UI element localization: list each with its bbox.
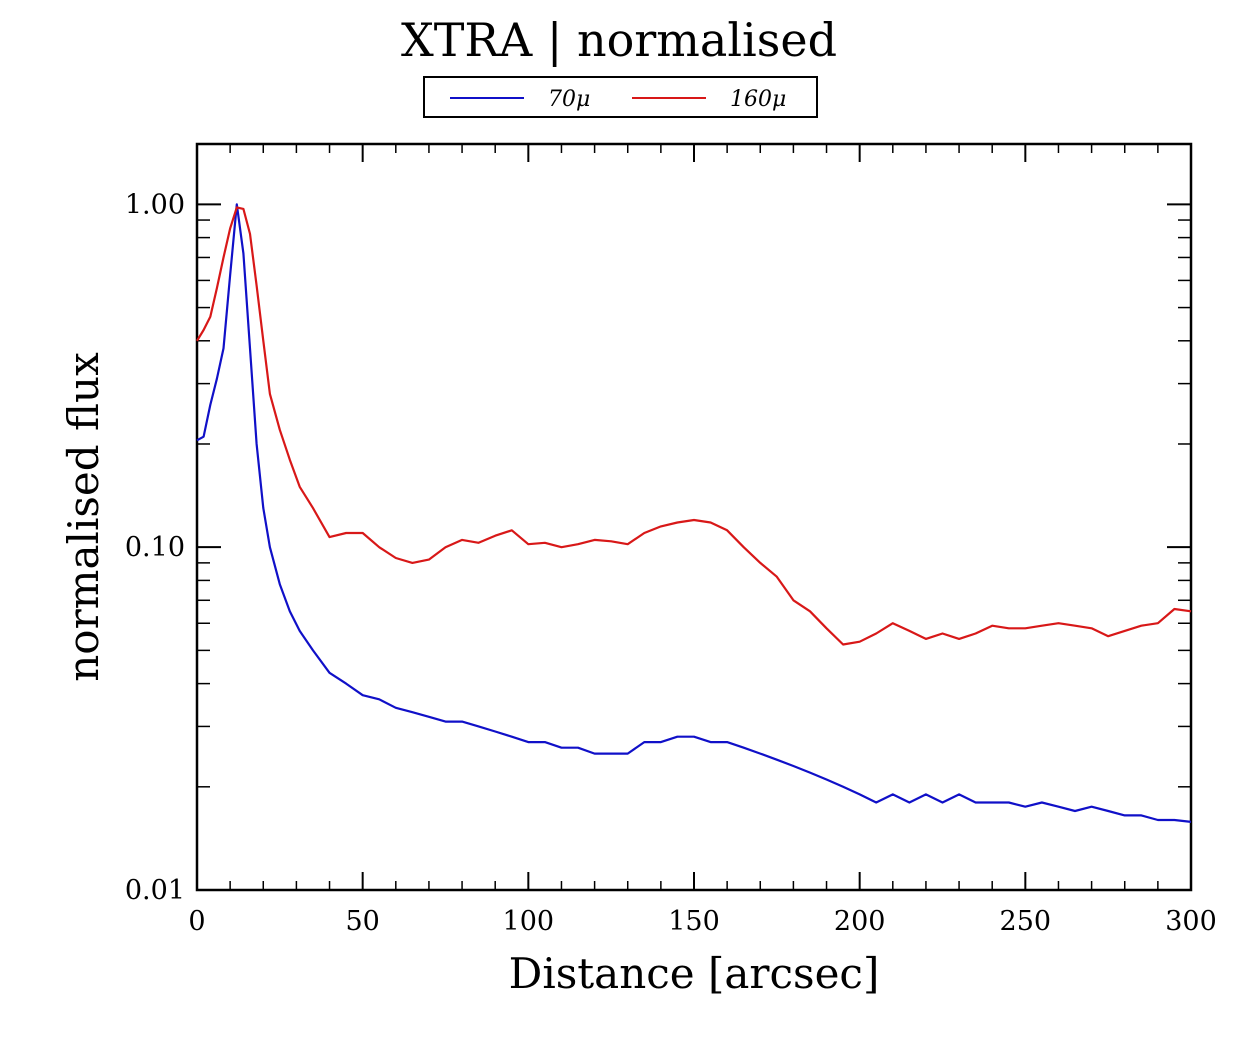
x-tick-label: 200	[834, 906, 886, 937]
y-tick-label: 1.00	[125, 189, 185, 220]
series-line-70	[196, 203, 1192, 823]
y-tick-labels: 0.01 0.10 1.00	[125, 189, 185, 906]
plot-frame	[195, 142, 1193, 892]
x-tick-label: 250	[1000, 906, 1052, 937]
x-tick-labels: 0 50 100 150 200 250 300	[188, 906, 1216, 937]
series-line-160	[196, 206, 1192, 646]
y-tick-label: 0.01	[125, 875, 185, 906]
x-tick-label: 100	[503, 906, 555, 937]
y-tick-label: 0.10	[125, 532, 185, 563]
x-axis-label: Distance [arcsec]	[509, 949, 880, 998]
series-lines	[196, 203, 1192, 823]
x-tick-label: 0	[188, 906, 205, 937]
legend: 70μ 160μ	[423, 76, 818, 118]
chart-title: XTRA | normalised	[401, 13, 837, 67]
axis-ticks	[196, 144, 1192, 891]
x-tick-label: 300	[1165, 906, 1217, 937]
legend-label-70: 70μ	[548, 87, 590, 112]
x-tick-label: 150	[668, 906, 720, 937]
x-tick-label: 50	[345, 906, 379, 937]
y-axis-label: normalised flux	[59, 352, 108, 682]
legend-label-160: 160μ	[730, 87, 786, 112]
